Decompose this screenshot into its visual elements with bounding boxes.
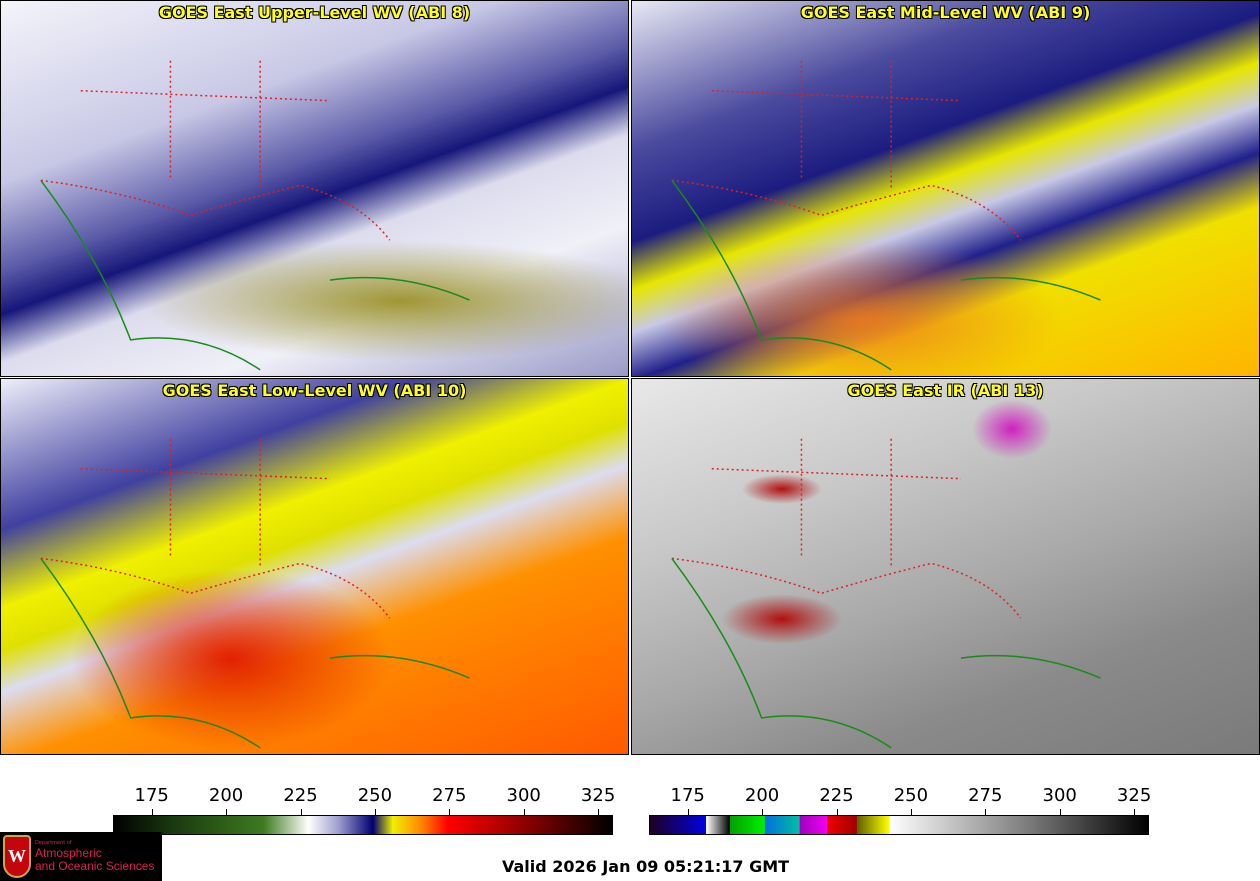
colorbar-tick xyxy=(151,809,153,815)
colorbar-tick xyxy=(1134,809,1136,815)
map-borders-overlay xyxy=(40,60,470,371)
colorbar-tick xyxy=(1059,809,1061,815)
low-level-wv-panel: GOES East Low-Level WV (ABI 10) xyxy=(0,378,629,755)
map-borders-overlay xyxy=(40,438,470,749)
panel-title: GOES East Upper-Level WV (ABI 8) xyxy=(158,3,471,22)
logo-line-1: Department of xyxy=(35,840,72,846)
upper-level-wv-panel: GOES East Upper-Level WV (ABI 8) xyxy=(0,0,629,377)
colorbar-tick xyxy=(226,809,228,815)
colorbar-tick xyxy=(300,809,302,815)
colorbar-tick-label: 300 xyxy=(1042,785,1077,806)
ir-panel: GOES East IR (ABI 13) xyxy=(631,378,1260,755)
logo-line-2: Atmospheric xyxy=(35,846,102,860)
colorbar-tick xyxy=(687,809,689,815)
uw-crest-icon: W xyxy=(3,835,31,878)
colorbar-tick-label: 200 xyxy=(208,785,244,806)
colorbar-tick-label: 250 xyxy=(357,785,393,806)
colorbar-tick-label: 175 xyxy=(134,785,169,806)
colorbar-tick-label: 175 xyxy=(670,785,705,806)
colorbar-tick-label: 300 xyxy=(506,785,541,806)
panel-title: GOES East IR (ABI 13) xyxy=(847,381,1044,400)
ir-colorbar xyxy=(649,815,1149,835)
colorbar-tick xyxy=(523,809,525,815)
colorbar-tick-label: 275 xyxy=(968,785,1003,806)
logo-line-3: and Oceanic Sciences xyxy=(35,859,155,873)
colorbar-tick-label: 325 xyxy=(580,785,616,806)
colorbar-tick xyxy=(985,809,987,815)
colorbar-tick xyxy=(374,809,376,815)
panel-title: GOES East Low-Level WV (ABI 10) xyxy=(162,381,467,400)
colorbar-tick-label: 225 xyxy=(283,785,318,806)
mid-level-wv-panel: GOES East Mid-Level WV (ABI 9) xyxy=(631,0,1260,377)
colorbar-tick xyxy=(836,809,838,815)
colorbar-tick-label: 225 xyxy=(819,785,854,806)
colorbar-tick xyxy=(762,809,764,815)
colorbar-tick-label: 250 xyxy=(893,785,929,806)
map-borders-overlay xyxy=(671,438,1101,749)
wv-colorbar xyxy=(113,815,613,835)
colorbar-tick xyxy=(598,809,600,815)
colorbar-tick-label: 325 xyxy=(1116,785,1152,806)
aos-logo: W Department of Atmospheric and Oceanic … xyxy=(0,832,162,881)
panel-title: GOES East Mid-Level WV (ABI 9) xyxy=(800,3,1091,22)
colorbar-tick-label: 200 xyxy=(744,785,780,806)
colorbar-tick-label: 275 xyxy=(432,785,467,806)
colorbar-tick xyxy=(910,809,912,815)
colorbar-tick xyxy=(449,809,451,815)
valid-time: Valid 2026 Jan 09 05:21:17 GMT xyxy=(501,857,790,876)
map-borders-overlay xyxy=(671,60,1101,371)
